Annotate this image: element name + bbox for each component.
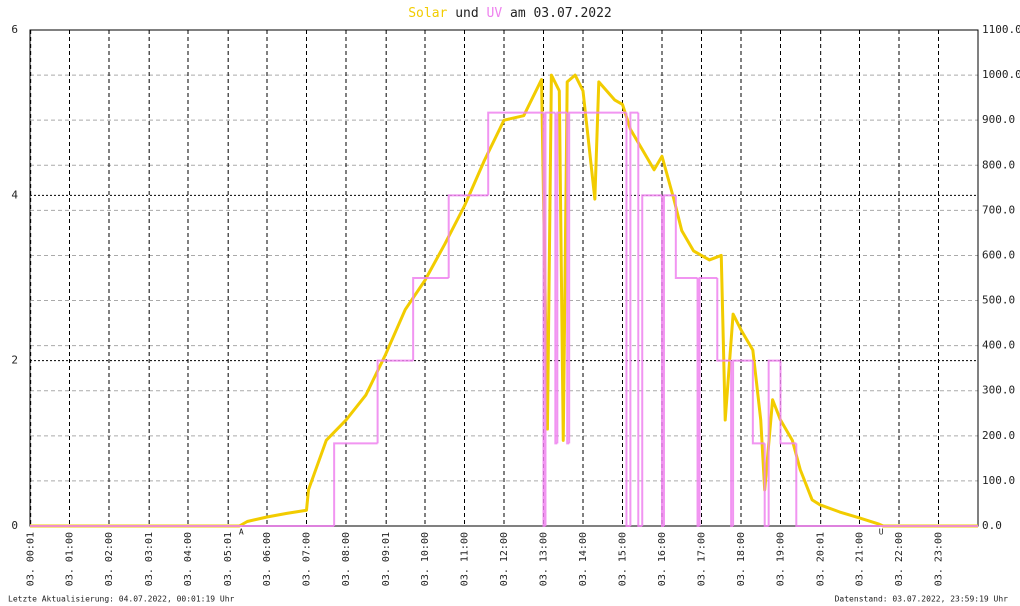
x-tick-label: 03. 07:00 <box>302 532 313 586</box>
uv-step <box>412 277 449 361</box>
footer-right: Datenstand: 03.07.2022, 23:59:19 Uhr <box>835 595 1009 604</box>
uv-step <box>641 194 662 526</box>
y-tick-label: 0 <box>11 519 18 532</box>
uv-step <box>698 277 718 526</box>
uv-step <box>487 111 544 196</box>
footer-left: Letzte Aktualisierung: 04.07.2022, 00:01… <box>8 595 235 604</box>
y2-tick-label: 200.0 <box>982 429 1015 442</box>
uv-step <box>333 442 378 526</box>
y2-tick-label: 100.0 <box>982 474 1015 487</box>
x-tick-label: 03. 00:01 <box>26 532 37 586</box>
x-tick-label: 03. 04:00 <box>183 532 194 586</box>
y2-tick-label: 1100.0 <box>982 23 1020 36</box>
x-tick-label: 03. 18:00 <box>736 532 747 586</box>
y2-tick-label: 700.0 <box>982 203 1015 216</box>
chart-title: Solar und UV am 03.07.2022 <box>408 6 612 21</box>
uv-step <box>376 359 414 444</box>
title-uv: UV <box>487 6 503 21</box>
x-tick-label: 03. 22:00 <box>894 532 905 586</box>
x-tick-label: 03. 06:00 <box>262 532 273 586</box>
annotation: A <box>239 528 244 537</box>
uv-step <box>779 360 797 445</box>
x-tick-label: 03. 16:00 <box>657 532 668 586</box>
uv-step <box>767 359 781 526</box>
x-tick-label: 03. 10:00 <box>420 532 431 586</box>
x-tick-label: 03. 14:00 <box>578 532 589 586</box>
uv-step <box>751 360 765 445</box>
plot-frame <box>29 29 979 527</box>
uv-step <box>674 195 698 279</box>
y2-tick-label: 800.0 <box>982 158 1015 171</box>
x-tick-label: 03. 03:01 <box>144 532 155 586</box>
x-tick-label: 03. 17:00 <box>697 532 708 586</box>
uv-step <box>732 359 753 526</box>
x-tick-label: 03. 12:00 <box>499 532 510 586</box>
uv-step <box>544 111 556 526</box>
y2-tick-label: 400.0 <box>982 339 1015 352</box>
y-tick-label: 2 <box>11 354 18 367</box>
x-tick-label: 03. 23:00 <box>934 532 945 586</box>
uv-step <box>637 112 643 527</box>
y2-tick-label: 900.0 <box>982 113 1015 126</box>
y2-tick-label: 600.0 <box>982 248 1015 261</box>
uv-step <box>556 111 568 444</box>
y-tick-label: 6 <box>11 23 18 36</box>
uv-step <box>763 443 769 527</box>
uv-step <box>795 443 978 527</box>
x-tick-label: 03. 11:00 <box>460 532 471 586</box>
uv-step <box>568 111 627 444</box>
uv-step <box>716 278 732 362</box>
y2-tick-label: 1000.0 <box>982 68 1020 81</box>
y-tick-label: 4 <box>11 188 18 201</box>
x-tick-label: 03. 20:01 <box>816 532 827 586</box>
y2-tick-label: 0.0 <box>982 519 1002 532</box>
solar-line <box>30 73 978 528</box>
x-tick-label: 03. 19:00 <box>776 532 787 586</box>
title-connector: und <box>455 6 478 21</box>
x-tick-label: 03. 21:00 <box>855 532 866 586</box>
x-tick-label: 03. 02:00 <box>104 532 115 586</box>
uv-step <box>662 194 676 526</box>
annotation: U <box>879 528 884 537</box>
uv-step <box>447 194 489 278</box>
x-tick-label: 03. 01:00 <box>65 532 76 586</box>
y2-tick-label: 500.0 <box>982 294 1015 307</box>
uv-step <box>625 112 631 527</box>
x-tick-label: 03. 05:01 <box>223 532 234 586</box>
x-tick-label: 03. 09:01 <box>381 532 392 586</box>
title-date: am 03.07.2022 <box>510 6 612 21</box>
y2-tick-label: 300.0 <box>982 384 1015 397</box>
x-tick-label: 03. 15:00 <box>618 532 629 586</box>
uv-step <box>629 111 639 526</box>
title-solar: Solar <box>408 6 447 21</box>
x-tick-label: 03. 08:00 <box>341 532 352 586</box>
x-tick-label: 03. 13:00 <box>539 532 550 586</box>
